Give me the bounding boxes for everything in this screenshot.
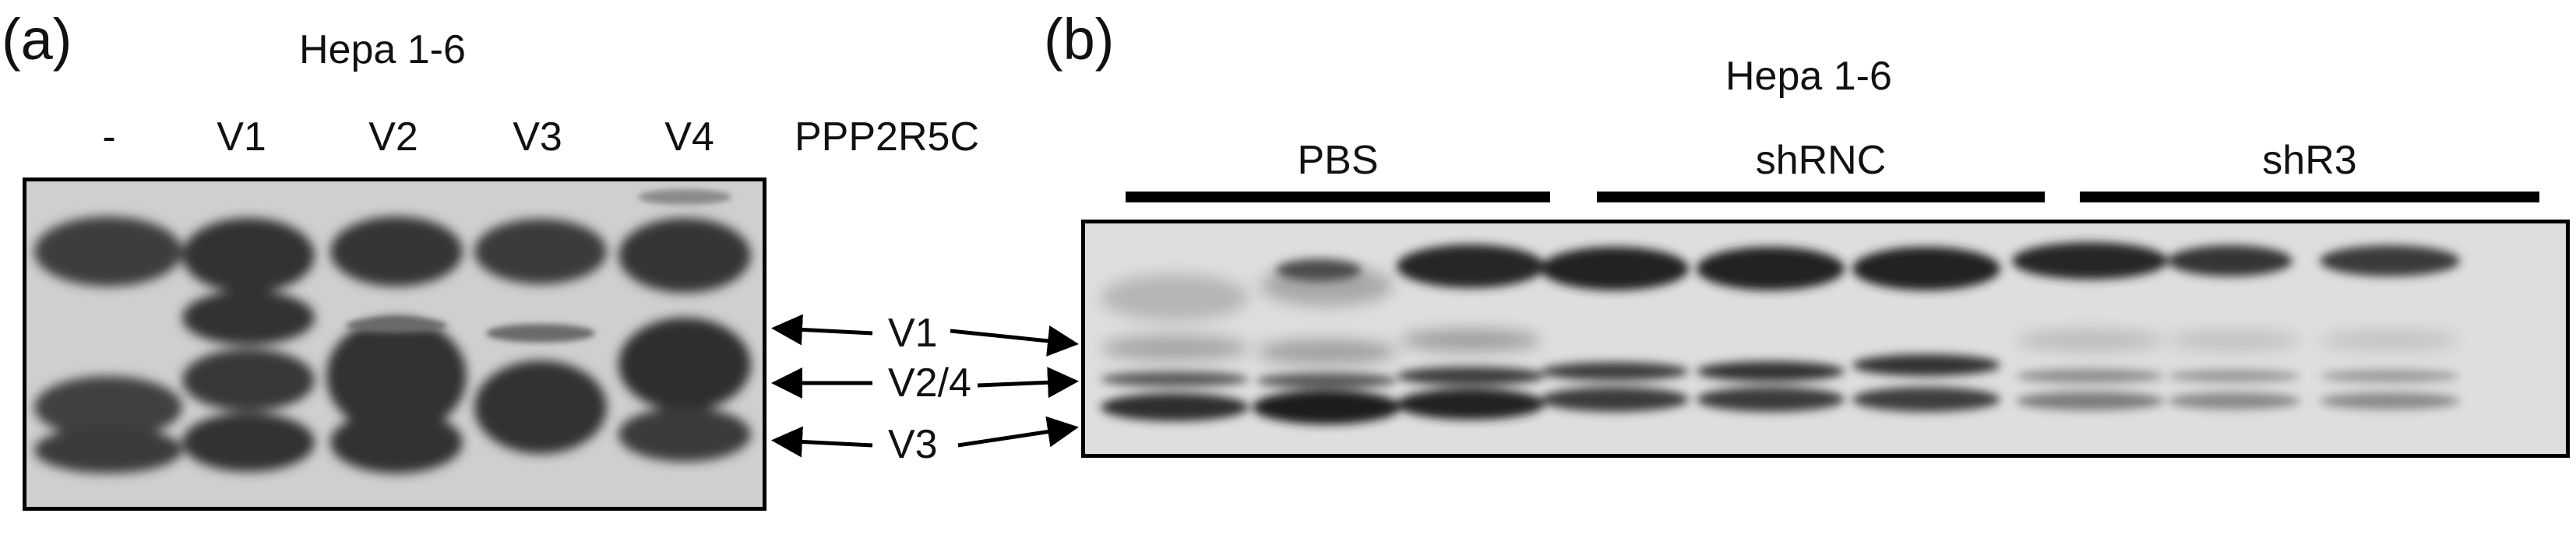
lane-label-control: - <box>102 114 116 160</box>
lane-label-v4: V4 <box>664 114 714 160</box>
target-protein-label: PPP2R5C <box>795 114 979 160</box>
group-label-shr3: shR3 <box>2262 138 2357 183</box>
arrow-v3-to-blot-b <box>957 416 1079 448</box>
arrow-v1-to-blot-a <box>771 314 873 346</box>
lane-label-v3: V3 <box>513 114 562 160</box>
lane-label-v2: V2 <box>368 114 418 160</box>
panel-a-cell-line: Hepa 1-6 <box>299 27 466 72</box>
arrow-v24-to-blot-b <box>977 367 1079 399</box>
panel-b-letter: (b) <box>1044 7 1115 72</box>
panel-a-letter: (a) <box>2 7 72 72</box>
western-blot-panel-a <box>23 178 766 511</box>
group-bar-pbs <box>1126 192 1550 202</box>
western-blot-panel-b <box>1081 220 2570 458</box>
group-label-pbs: PBS <box>1297 138 1379 183</box>
arrow-v3-to-blot-a <box>771 426 873 458</box>
band-label-v1: V1 <box>888 311 938 356</box>
band-label-v3: V3 <box>888 422 938 467</box>
group-label-shrnc: shRNC <box>1755 138 1887 183</box>
band-label-v2-4: V2/4 <box>888 360 971 406</box>
group-bar-shr3 <box>2080 192 2539 202</box>
panel-b-cell-line: Hepa 1-6 <box>1725 54 1892 99</box>
lane-label-v1: V1 <box>217 114 266 160</box>
arrow-v1-to-blot-b <box>950 325 1079 357</box>
group-bar-shrnc <box>1597 192 2045 202</box>
